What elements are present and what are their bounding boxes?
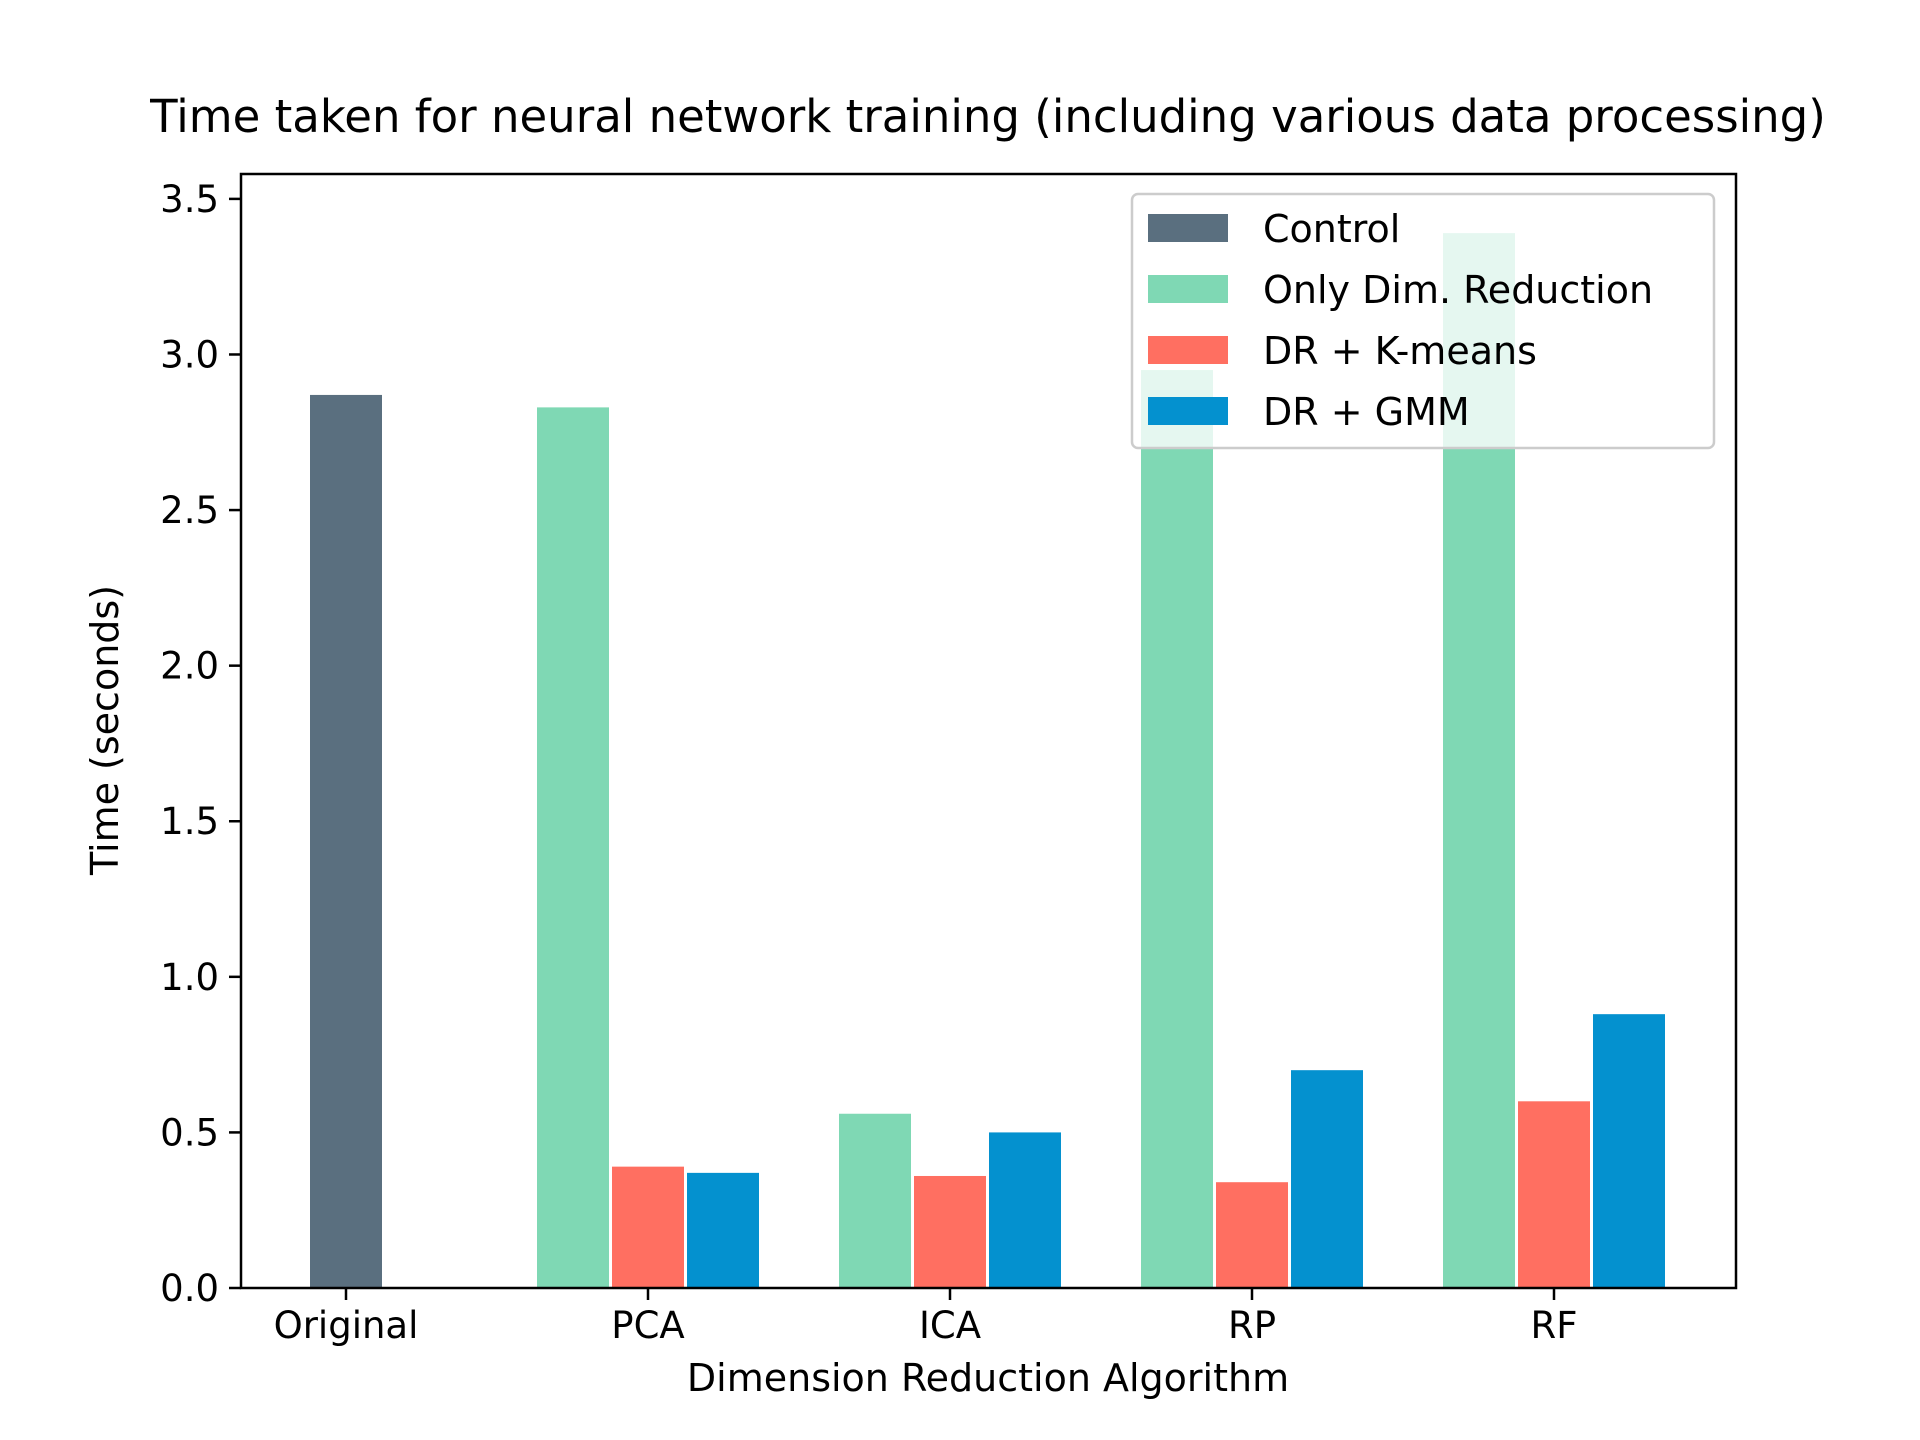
y-axis-ticks: 0.0 0.5 1.0 1.5 2.0 2.5 3.0 3.5 bbox=[160, 178, 241, 1310]
legend-label: Only Dim. Reduction bbox=[1263, 268, 1653, 312]
legend-label: Control bbox=[1263, 207, 1400, 251]
y-tick-label: 2.0 bbox=[160, 645, 219, 688]
bar-dr-gmm-ica bbox=[989, 1132, 1061, 1288]
x-tick-label: PCA bbox=[611, 1304, 684, 1347]
bar-only-dim-reduction-ica bbox=[839, 1113, 911, 1288]
y-tick-label: 0.5 bbox=[160, 1111, 219, 1154]
y-tick-label: 0.0 bbox=[160, 1267, 219, 1310]
y-tick-label: 1.0 bbox=[160, 956, 219, 999]
legend-swatch bbox=[1148, 397, 1228, 425]
legend-label: DR + GMM bbox=[1263, 390, 1470, 434]
bars-layer bbox=[310, 233, 1665, 1289]
y-tick-label: 1.5 bbox=[160, 800, 219, 843]
legend-label: DR + K-means bbox=[1263, 329, 1537, 373]
y-tick-label: 3.5 bbox=[160, 178, 219, 221]
x-axis-label: Dimension Reduction Algorithm bbox=[687, 1356, 1289, 1400]
x-tick-label: Original bbox=[274, 1304, 419, 1347]
y-tick-label: 3.0 bbox=[160, 333, 219, 376]
y-axis-label: Time (seconds) bbox=[83, 585, 127, 876]
bar-dr-gmm-rp bbox=[1291, 1070, 1363, 1288]
y-tick-label: 2.5 bbox=[160, 489, 219, 532]
x-tick-label: RP bbox=[1228, 1304, 1276, 1347]
bar-dr-k-means-rp bbox=[1216, 1182, 1288, 1288]
bar-only-dim-reduction-pca bbox=[537, 407, 609, 1288]
bar-dr-k-means-ica bbox=[914, 1175, 986, 1288]
x-tick-label: RF bbox=[1531, 1304, 1578, 1347]
bar-dr-gmm-pca bbox=[687, 1172, 759, 1288]
legend: Control Only Dim. Reduction DR + K-means DR… bbox=[1130, 192, 1716, 450]
legend-swatch bbox=[1148, 275, 1228, 303]
legend-swatch bbox=[1148, 214, 1228, 242]
bar-dr-k-means-pca bbox=[612, 1166, 684, 1288]
bar-dr-k-means-rf bbox=[1518, 1101, 1590, 1288]
x-axis-ticks: Original PCA ICA RP RF bbox=[274, 1288, 1578, 1347]
plot-frame bbox=[239, 172, 1738, 1290]
bar-only-dim-reduction-rp bbox=[1141, 370, 1213, 1289]
chart-title: Time taken for neural network training (… bbox=[149, 90, 1826, 143]
x-tick-label: ICA bbox=[919, 1304, 981, 1347]
legend-box bbox=[1130, 192, 1716, 450]
bar-control-original bbox=[310, 394, 382, 1288]
legend-swatch bbox=[1148, 336, 1228, 364]
bar-dr-gmm-rf bbox=[1593, 1014, 1665, 1288]
